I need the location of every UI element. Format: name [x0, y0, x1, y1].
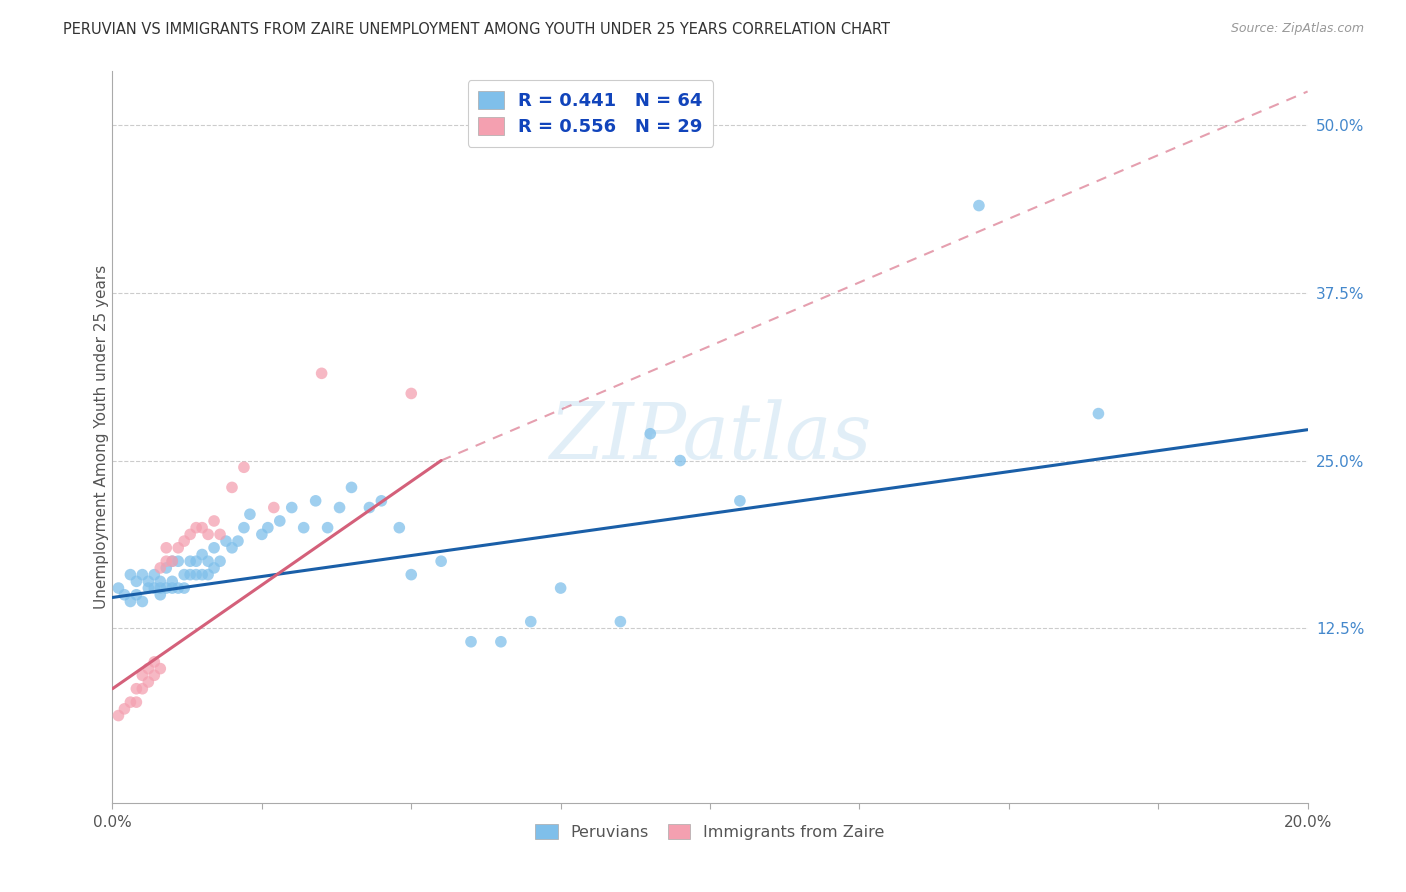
Point	[107, 581, 129, 595]
Point	[120, 594, 142, 608]
Point	[125, 695, 148, 709]
Point	[550, 581, 572, 595]
Point	[167, 554, 190, 568]
Point	[162, 554, 183, 568]
Point	[155, 541, 177, 555]
Point	[401, 386, 423, 401]
Point	[131, 567, 153, 582]
Point	[226, 534, 249, 549]
Point	[197, 554, 219, 568]
Point	[311, 367, 333, 381]
Point	[370, 493, 392, 508]
Point	[209, 527, 232, 541]
Point	[202, 541, 225, 555]
Point	[191, 521, 214, 535]
Point	[292, 521, 315, 535]
Point	[173, 581, 195, 595]
Legend: Peruvians, Immigrants from Zaire: Peruvians, Immigrants from Zaire	[529, 817, 891, 846]
Point	[221, 541, 243, 555]
Point	[305, 493, 328, 508]
Point	[202, 514, 225, 528]
Point	[186, 521, 208, 535]
Point	[489, 634, 512, 648]
Point	[197, 527, 219, 541]
Point	[197, 567, 219, 582]
Point	[173, 534, 195, 549]
Point	[138, 574, 160, 589]
Point	[162, 554, 183, 568]
Point	[215, 534, 238, 549]
Point	[138, 662, 160, 676]
Point	[359, 500, 381, 515]
Point	[143, 668, 166, 682]
Point	[186, 554, 208, 568]
Point	[263, 500, 285, 515]
Point	[149, 561, 172, 575]
Point	[167, 541, 190, 555]
Text: Source: ZipAtlas.com: Source: ZipAtlas.com	[1230, 22, 1364, 36]
Point	[250, 527, 273, 541]
Text: PERUVIAN VS IMMIGRANTS FROM ZAIRE UNEMPLOYMENT AMONG YOUTH UNDER 25 YEARS CORREL: PERUVIAN VS IMMIGRANTS FROM ZAIRE UNEMPL…	[63, 22, 890, 37]
Point	[186, 567, 208, 582]
Point	[1087, 407, 1109, 421]
Point	[114, 588, 135, 602]
Point	[155, 581, 177, 595]
Point	[162, 581, 183, 595]
Point	[316, 521, 339, 535]
Point	[233, 521, 256, 535]
Point	[609, 615, 631, 629]
Point	[191, 567, 214, 582]
Point	[209, 554, 232, 568]
Point	[239, 508, 262, 522]
Point	[149, 581, 172, 595]
Point	[269, 514, 291, 528]
Point	[114, 702, 135, 716]
Point	[401, 567, 423, 582]
Point	[131, 681, 153, 696]
Text: ZIPatlas: ZIPatlas	[548, 399, 872, 475]
Point	[179, 567, 201, 582]
Point	[233, 460, 256, 475]
Point	[329, 500, 352, 515]
Point	[149, 662, 172, 676]
Point	[143, 655, 166, 669]
Point	[143, 567, 166, 582]
Point	[669, 453, 692, 467]
Point	[221, 480, 243, 494]
Point	[149, 588, 172, 602]
Point	[149, 574, 172, 589]
Point	[138, 581, 160, 595]
Y-axis label: Unemployment Among Youth under 25 years: Unemployment Among Youth under 25 years	[94, 265, 108, 609]
Point	[125, 588, 148, 602]
Point	[107, 708, 129, 723]
Point	[125, 681, 148, 696]
Point	[179, 554, 201, 568]
Point	[340, 480, 363, 494]
Point	[120, 567, 142, 582]
Point	[520, 615, 543, 629]
Point	[162, 574, 183, 589]
Point	[131, 668, 153, 682]
Point	[143, 581, 166, 595]
Point	[125, 574, 148, 589]
Point	[640, 426, 662, 441]
Point	[173, 567, 195, 582]
Point	[167, 581, 190, 595]
Point	[120, 695, 142, 709]
Point	[131, 594, 153, 608]
Point	[967, 198, 990, 212]
Point	[138, 675, 160, 690]
Point	[155, 561, 177, 575]
Point	[191, 548, 214, 562]
Point	[388, 521, 411, 535]
Point	[155, 554, 177, 568]
Point	[281, 500, 304, 515]
Point	[430, 554, 453, 568]
Point	[179, 527, 201, 541]
Point	[728, 493, 751, 508]
Point	[460, 634, 482, 648]
Point	[202, 561, 225, 575]
Point	[257, 521, 280, 535]
